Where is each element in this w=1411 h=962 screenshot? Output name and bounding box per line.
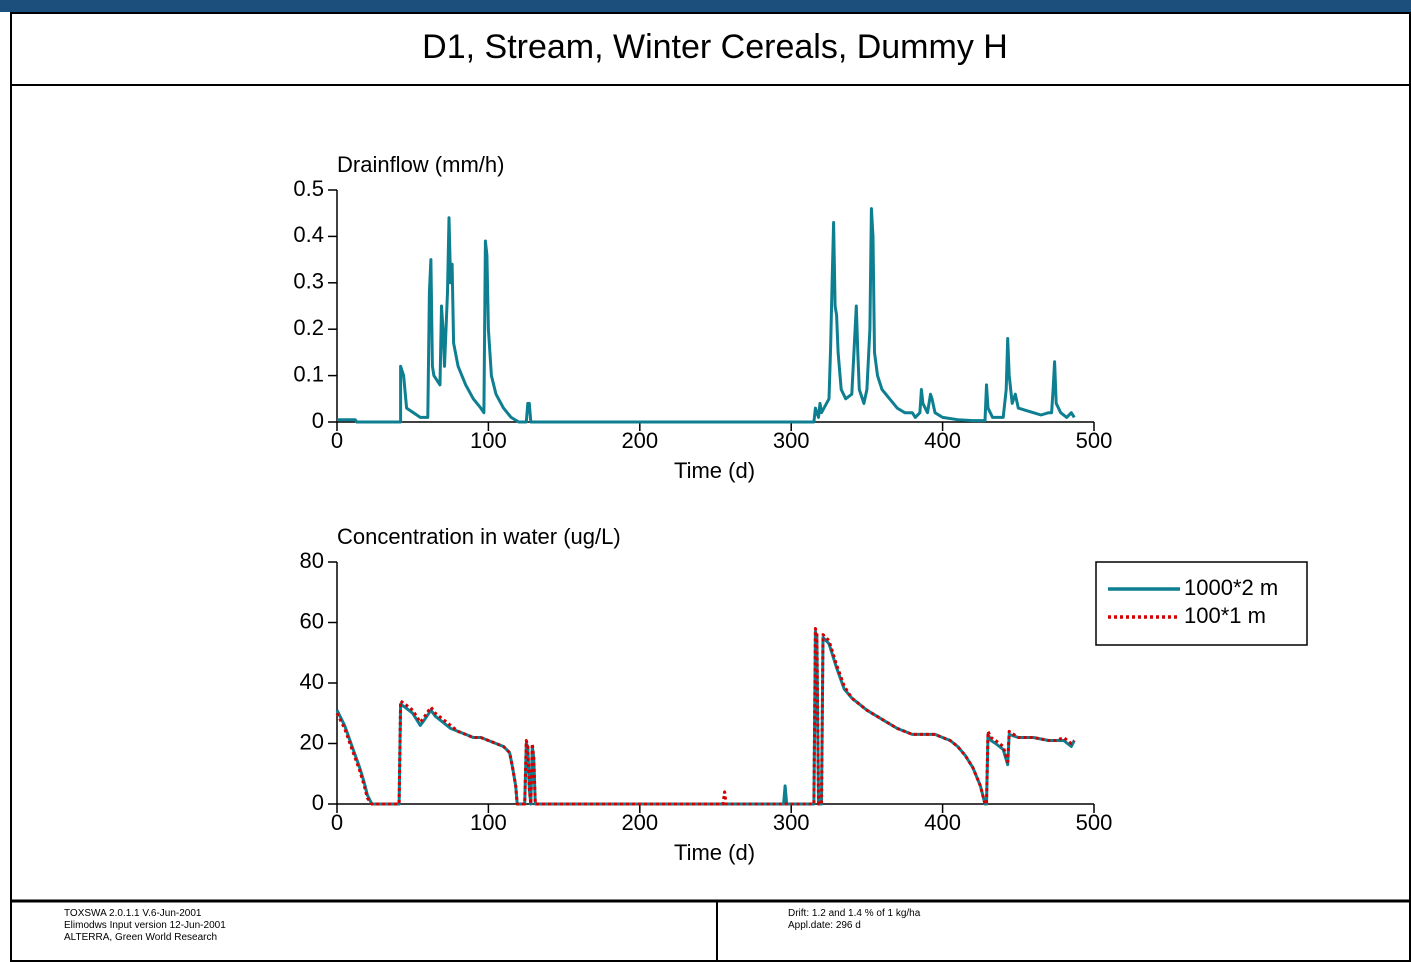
y-tick-label: 80 <box>300 548 324 573</box>
legend-box <box>1095 561 1308 646</box>
top-bar <box>0 0 1411 12</box>
x-tick-label: 400 <box>924 428 961 453</box>
footer-text: Appl.date: 296 d <box>788 920 861 931</box>
x-tick-label: 100 <box>470 428 507 453</box>
y-tick-label: 0.3 <box>293 269 324 294</box>
legend-label: 1000*2 m <box>1184 575 1278 600</box>
x-tick-label: 500 <box>1076 428 1113 453</box>
page-title: D1, Stream, Winter Cereals, Dummy H <box>422 28 1008 66</box>
y-tick-label: 0.1 <box>293 361 324 386</box>
chart-title: Drainflow (mm/h) <box>337 152 504 177</box>
y-tick-label: 0 <box>312 790 324 815</box>
footer-text: Elimodws Input version 12-Jun-2001 <box>64 920 226 931</box>
x-tick-label: 300 <box>773 810 810 835</box>
x-tick-label: 100 <box>470 810 507 835</box>
chart-title: Concentration in water (ug/L) <box>337 524 621 549</box>
x-tick-label: 400 <box>924 810 961 835</box>
x-tick-label: 200 <box>621 810 658 835</box>
legend-label: 100*1 m <box>1184 603 1266 628</box>
y-tick-label: 20 <box>300 729 324 754</box>
frame <box>10 12 1411 962</box>
footer-text: ALTERRA, Green World Research <box>64 932 217 943</box>
x-tick-label: 0 <box>331 428 343 453</box>
x-tick-label: 0 <box>331 810 343 835</box>
series-line <box>337 207 1076 424</box>
y-tick-label: 0 <box>312 408 324 433</box>
x-tick-label: 300 <box>773 428 810 453</box>
x-tick-label: 500 <box>1076 810 1113 835</box>
series-line <box>335 630 1076 806</box>
footer-text: Drift: 1.2 and 1.4 % of 1 kg/ha <box>788 908 921 919</box>
y-tick-label: 0.5 <box>293 176 324 201</box>
y-tick-label: 0.4 <box>293 222 324 247</box>
x-axis-label: Time (d) <box>674 458 755 483</box>
y-tick-label: 0.2 <box>293 315 324 340</box>
footer-text: TOXSWA 2.0.1.1 V.6-Jun-2001 <box>64 908 202 919</box>
y-tick-label: 40 <box>300 669 324 694</box>
series-line <box>335 627 1076 806</box>
x-tick-label: 200 <box>621 428 658 453</box>
x-axis-label: Time (d) <box>674 840 755 865</box>
y-tick-label: 60 <box>300 608 324 633</box>
